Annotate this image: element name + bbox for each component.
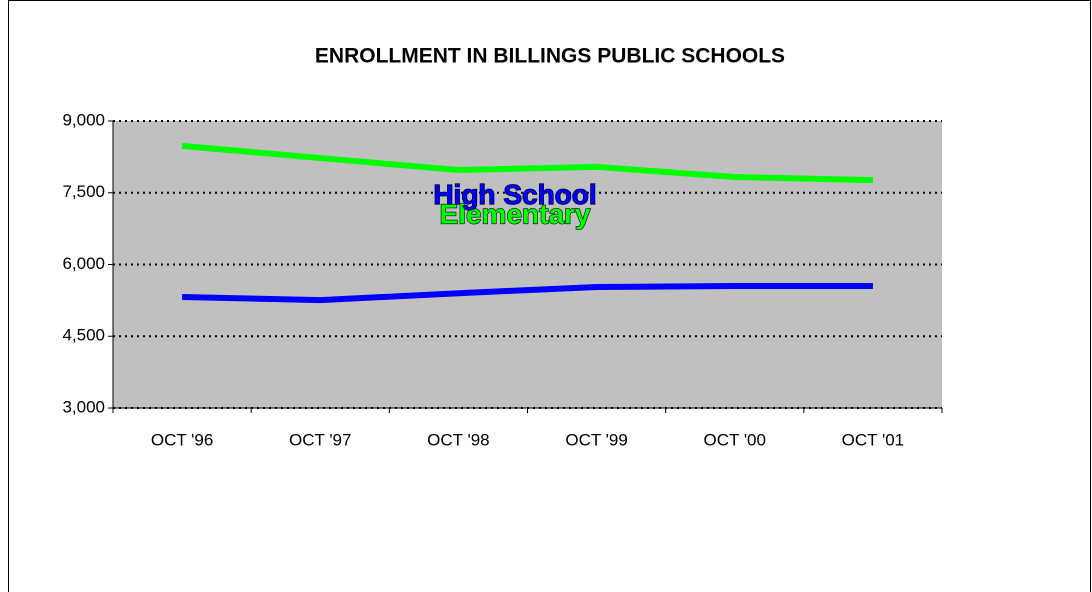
x-tick-label: OCT '97 (289, 430, 351, 449)
y-tick-label: 4,500 (62, 326, 105, 345)
chart-title: ENROLLMENT IN BILLINGS PUBLIC SCHOOLS (315, 45, 785, 68)
x-tick-label: OCT '01 (842, 430, 904, 449)
x-tick-label: OCT '98 (427, 430, 489, 449)
series-line (182, 283, 873, 304)
series-label: Elementary (440, 199, 591, 230)
y-tick-label: 7,500 (62, 182, 105, 201)
series-line (181, 142, 873, 184)
y-tick-label: 3,000 (62, 397, 105, 416)
y-tick-label: 6,000 (62, 254, 105, 273)
y-tick-label: 9,000 (62, 110, 105, 129)
x-tick-label: OCT '99 (565, 430, 627, 449)
series-label: High School (433, 179, 596, 210)
x-tick-label: OCT '00 (704, 430, 766, 449)
x-tick-label: OCT '96 (151, 430, 213, 449)
